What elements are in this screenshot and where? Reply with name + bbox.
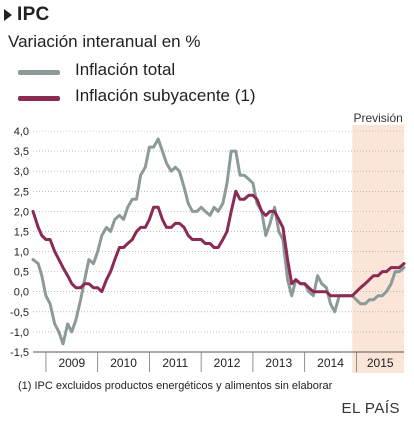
legend-label-total: Inflación total	[75, 60, 176, 79]
y-tick-label: 2,0	[14, 206, 29, 218]
x-tick-label: 2013	[265, 356, 292, 370]
chart-header: IPC	[4, 4, 50, 26]
footnote: (1) IPC excluidos productos energéticos …	[18, 380, 333, 392]
y-tick-label: 1,5	[14, 226, 29, 238]
y-tick-label: 2,5	[14, 186, 29, 198]
forecast-label: Previsión	[353, 111, 402, 125]
y-tick-label: -1,0	[10, 327, 29, 339]
legend-swatch-total	[18, 70, 60, 75]
x-tick-label: 2012	[214, 356, 241, 370]
triangle-bullet-icon	[4, 9, 12, 21]
legend-label-subyacente: Inflación subyacente (1)	[75, 86, 256, 105]
series-line-total	[31, 137, 406, 346]
x-tick-label: 2015	[367, 356, 394, 370]
x-tick-label: 2009	[58, 356, 85, 370]
chart-subtitle: Variación interanual en %	[8, 32, 201, 51]
series-line-subyacente	[31, 189, 406, 298]
legend-swatch-subyacente	[18, 96, 60, 101]
y-tick-label: -0,5	[10, 307, 29, 319]
source-credit: EL PAÍS	[341, 400, 400, 417]
y-tick-label: -1,5	[10, 347, 29, 359]
y-tick-label: 1,0	[14, 247, 29, 259]
x-tick-label: 2011	[162, 356, 188, 370]
x-tick-label: 2014	[317, 356, 344, 370]
y-tick-label: 3,5	[14, 146, 29, 158]
y-tick-label: 0,5	[14, 267, 29, 279]
forecast-band	[352, 125, 404, 373]
chart-title: IPC	[17, 4, 50, 25]
y-tick-label: 4,0	[14, 126, 29, 138]
y-tick-label: 3,0	[14, 166, 29, 178]
y-tick-label: 0,0	[14, 287, 29, 299]
x-tick-label: 2010	[110, 356, 137, 370]
